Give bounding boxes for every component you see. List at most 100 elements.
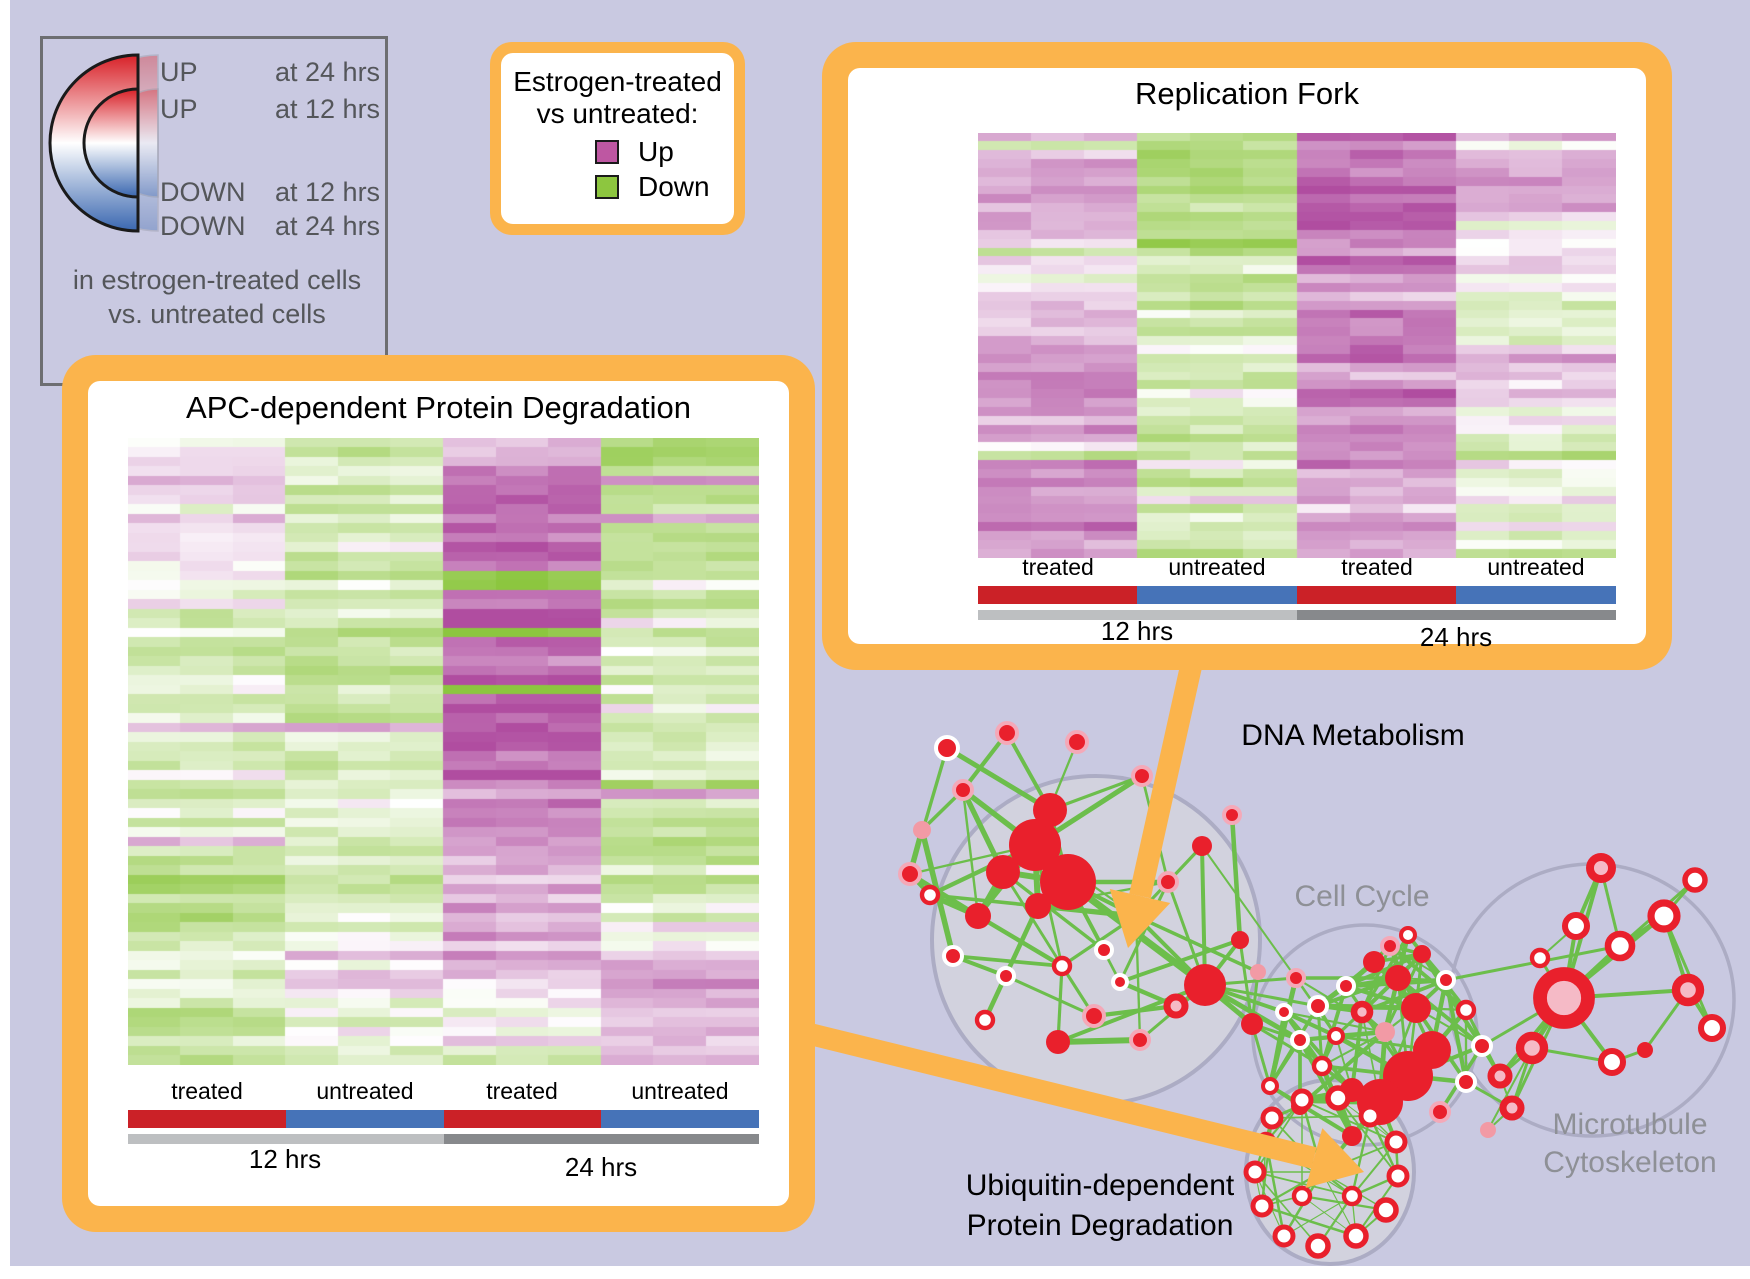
apc-time-label-12: 12 hrs [248, 1144, 322, 1174]
network-node-cc [1327, 1027, 1345, 1045]
network-node-dna [1250, 964, 1266, 980]
network-node-mt [1533, 967, 1595, 1029]
network-node-ub [1243, 1160, 1267, 1184]
apc-heatmap [128, 438, 759, 1065]
panel-arrow-shaft-1 [1129, 659, 1203, 899]
rf-untreated-bar-12 [1137, 586, 1297, 604]
network-node-dna [1051, 955, 1073, 977]
rf-treated-bar-12 [978, 586, 1137, 604]
network-node-dna [1129, 1029, 1151, 1051]
network-edge [929, 893, 1039, 908]
network-node-ub [1358, 1104, 1382, 1128]
network-node-dna [898, 862, 922, 886]
network-edge [1360, 945, 1392, 1013]
legend-word-down-12: DOWN [160, 177, 246, 207]
network-node-dna [1065, 730, 1089, 754]
rf-24hr-bar [1297, 610, 1616, 620]
legend-time-24: at 24 hrs [275, 57, 381, 87]
replication-fork-heatmap [978, 133, 1616, 558]
network-node-br [1480, 1122, 1496, 1138]
panel-arrow-head-2 [1305, 1128, 1364, 1188]
network-node-ub [1343, 1223, 1369, 1249]
network-node-ub [1325, 1085, 1351, 1111]
network-node-cc [1363, 951, 1385, 973]
network-node-ub [1305, 1233, 1331, 1259]
apc-untreated-bar-24 [601, 1110, 759, 1128]
network-node-ub [1260, 1106, 1284, 1130]
ubiquitin-label-line2: Protein Degradation [966, 1209, 1234, 1242]
network-edge [1295, 977, 1386, 1033]
network-edge [961, 731, 1009, 792]
network-node-cc [1380, 936, 1400, 956]
network-node-hub [1184, 964, 1226, 1006]
network-node-mt [1515, 1031, 1549, 1065]
network-node-dna [1009, 819, 1061, 871]
network-edge [1298, 1039, 1354, 1137]
network-node-ub [1373, 1197, 1399, 1223]
network-edge [1254, 1171, 1319, 1247]
network-edge [1057, 1037, 1141, 1045]
apc-title: APC-dependent Protein Degradation [186, 390, 691, 425]
network-node-cc [1413, 1031, 1451, 1069]
apc-group-label-1: treated [171, 1078, 243, 1104]
network-node-dna [934, 735, 960, 761]
microtubule-label-line2: Cytoskeleton [1543, 1146, 1717, 1179]
network-node-cc [1311, 1055, 1333, 1077]
network-node-cc [1350, 1000, 1374, 1024]
network-node-dna [1040, 854, 1096, 910]
network-node-dna [996, 966, 1016, 986]
network-edge [1093, 1003, 1177, 1019]
replication-fork-title: Replication Fork [1135, 76, 1359, 111]
network-edge [1238, 939, 1254, 1025]
network-node-dna [1163, 993, 1189, 1019]
up-color-swatch [595, 140, 619, 164]
network-node-cc [1429, 1101, 1451, 1123]
apc-treated-bar-12 [128, 1110, 286, 1128]
network-edge [1396, 976, 1484, 1048]
apc-group-label-4: untreated [631, 1078, 729, 1104]
network-node-ub [1250, 1194, 1274, 1218]
legend-word-up-12: UP [160, 94, 198, 124]
apc-untreated-bar-12 [286, 1110, 444, 1128]
network-edge [1201, 845, 1297, 979]
up-label: Up [638, 136, 674, 167]
network-edge [982, 905, 1041, 1021]
up-down-color-legend: Estrogen-treated vs untreated: Up Down [490, 42, 745, 235]
time-direction-legend-box: UP at 24 hrs UP at 12 hrs DOWN at 12 hrs… [40, 36, 388, 386]
network-node-dna [1131, 765, 1153, 787]
network-edge [1118, 881, 1170, 983]
network-node-dna [1222, 805, 1242, 825]
network-node-dna [1033, 793, 1067, 827]
legend-footer-line1: in estrogen-treated cells [72, 265, 362, 295]
network-node-mt [1604, 930, 1636, 962]
network-node-dna [986, 855, 1020, 889]
network-edge [1420, 952, 1484, 1048]
network-edge [1301, 1099, 1397, 1143]
network-node-dna [1025, 893, 1051, 919]
network-edge [1301, 1194, 1387, 1212]
network-node-mt [1671, 973, 1705, 1007]
network-edge [1298, 1030, 1387, 1108]
network-node-ub [1290, 1088, 1314, 1112]
network-node-dna [1046, 1030, 1070, 1054]
network-node-mt [1682, 867, 1708, 893]
network-edge [1337, 1097, 1399, 1177]
rf-12hr-bar [978, 610, 1297, 620]
dna-metabolism-label: DNA Metabolism [1241, 719, 1465, 752]
down-color-swatch [595, 175, 619, 199]
network-node-dna [1082, 1004, 1106, 1028]
apc-group-label-2: untreated [316, 1078, 414, 1104]
network-edge [945, 745, 1052, 813]
network-node-cc [1290, 1030, 1310, 1050]
network-node-cc [1275, 1003, 1293, 1021]
apc-12hr-bar [128, 1134, 444, 1144]
network-edge [1351, 1141, 1397, 1197]
network-node-mt [1637, 1042, 1653, 1058]
legend-word-up-24: UP [160, 57, 198, 87]
network-node-cc [1436, 970, 1456, 990]
cell-cycle-label: Cell Cycle [1294, 880, 1430, 913]
ubiquitin-label: Ubiquitin-dependent Protein Degradation [950, 1166, 1250, 1246]
network-edge [1268, 1084, 1354, 1138]
network-node-dna [1111, 973, 1129, 991]
